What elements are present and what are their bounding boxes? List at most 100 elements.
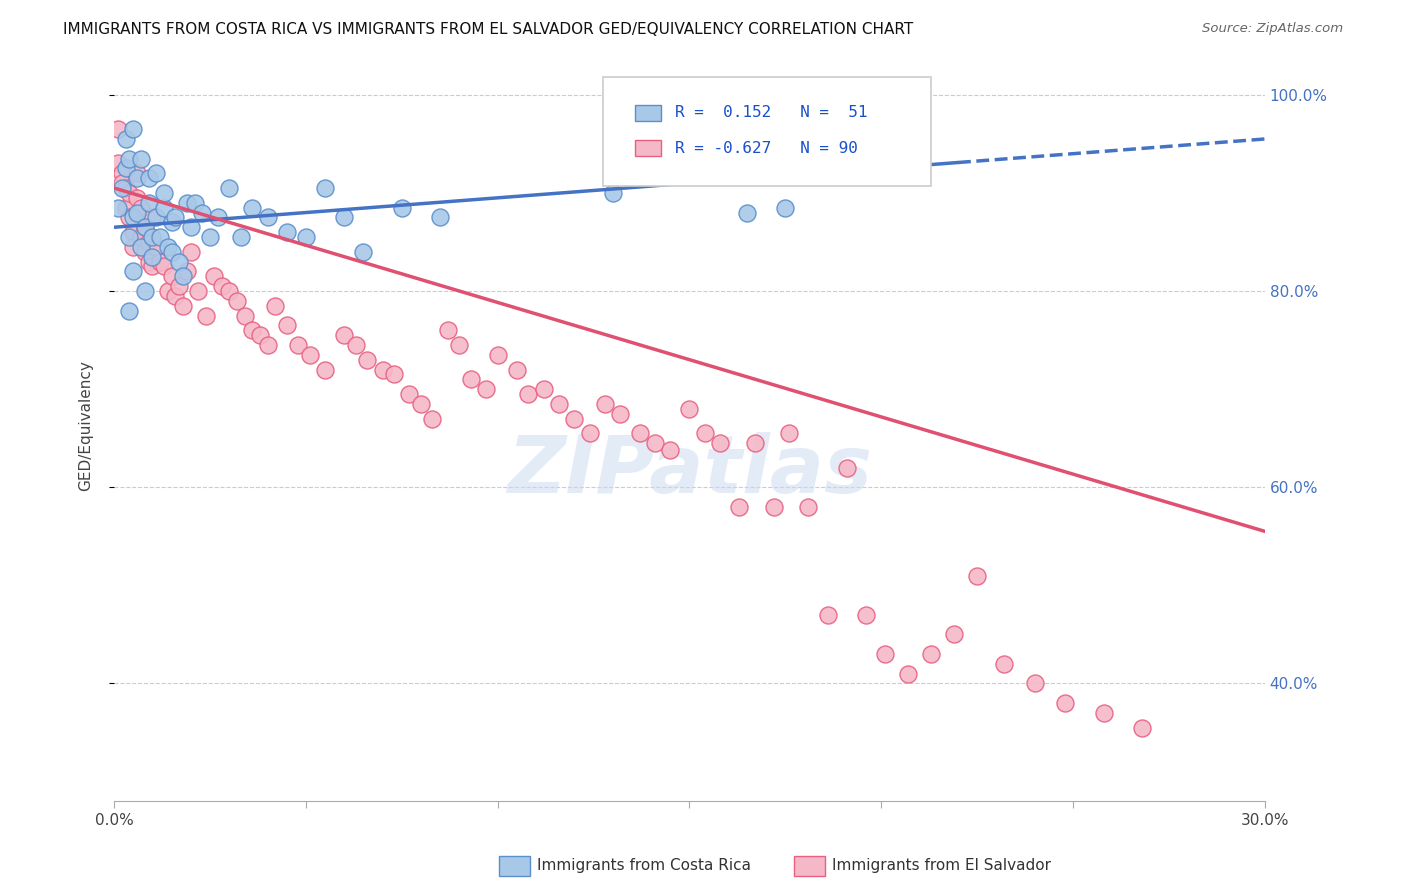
Point bbox=[225, 293, 247, 308]
Point bbox=[897, 666, 920, 681]
Point bbox=[198, 230, 221, 244]
Point bbox=[835, 460, 858, 475]
Point bbox=[127, 166, 149, 180]
Point bbox=[1054, 696, 1077, 710]
Point bbox=[249, 328, 271, 343]
Point bbox=[564, 411, 586, 425]
Point bbox=[111, 166, 134, 180]
Point bbox=[778, 426, 800, 441]
Point bbox=[1092, 706, 1115, 720]
Point bbox=[207, 211, 229, 225]
Point bbox=[993, 657, 1015, 671]
Point bbox=[437, 323, 460, 337]
Point bbox=[127, 205, 149, 219]
Text: Source: ZipAtlas.com: Source: ZipAtlas.com bbox=[1202, 22, 1343, 36]
FancyBboxPatch shape bbox=[636, 104, 661, 121]
Point bbox=[127, 191, 149, 205]
Point bbox=[229, 230, 252, 244]
Point bbox=[141, 250, 163, 264]
Point bbox=[352, 244, 374, 259]
Point bbox=[169, 279, 191, 293]
Point bbox=[183, 195, 205, 210]
Point bbox=[172, 299, 194, 313]
Point bbox=[966, 568, 988, 582]
Point bbox=[160, 215, 183, 229]
Point bbox=[114, 132, 136, 146]
Point bbox=[156, 284, 179, 298]
Point bbox=[107, 156, 129, 170]
Point bbox=[506, 362, 529, 376]
Point bbox=[371, 362, 394, 376]
Point bbox=[172, 269, 194, 284]
Point bbox=[460, 372, 482, 386]
Point bbox=[138, 171, 160, 186]
Point bbox=[762, 500, 785, 514]
Point bbox=[486, 348, 509, 362]
Point bbox=[114, 201, 136, 215]
Point bbox=[118, 186, 141, 200]
Point bbox=[160, 244, 183, 259]
Point bbox=[176, 195, 198, 210]
Point bbox=[628, 426, 651, 441]
Point bbox=[218, 284, 240, 298]
Point bbox=[160, 269, 183, 284]
Text: Immigrants from El Salvador: Immigrants from El Salvador bbox=[832, 858, 1052, 872]
Point bbox=[1024, 676, 1046, 690]
Point bbox=[122, 225, 145, 239]
Point bbox=[118, 211, 141, 225]
Point bbox=[107, 201, 129, 215]
Point bbox=[817, 607, 839, 622]
Point bbox=[202, 269, 225, 284]
Point bbox=[145, 240, 167, 254]
Point bbox=[1130, 721, 1153, 735]
Point bbox=[735, 205, 758, 219]
Point bbox=[122, 240, 145, 254]
Point bbox=[920, 647, 942, 661]
Point bbox=[344, 338, 367, 352]
Point bbox=[153, 186, 176, 200]
Point bbox=[145, 211, 167, 225]
Point bbox=[145, 166, 167, 180]
Point bbox=[114, 181, 136, 195]
Point bbox=[533, 382, 555, 396]
Point bbox=[314, 181, 336, 195]
Point bbox=[195, 309, 218, 323]
Point bbox=[134, 220, 156, 235]
Point bbox=[141, 260, 163, 274]
Point bbox=[276, 318, 298, 333]
Point bbox=[578, 426, 600, 441]
Point bbox=[180, 220, 202, 235]
Point bbox=[165, 211, 187, 225]
Text: R =  0.152   N =  51: R = 0.152 N = 51 bbox=[675, 105, 868, 120]
Point bbox=[256, 338, 278, 352]
Point bbox=[114, 161, 136, 176]
Point bbox=[218, 181, 240, 195]
Point bbox=[240, 323, 263, 337]
FancyBboxPatch shape bbox=[636, 140, 661, 156]
Point bbox=[593, 397, 616, 411]
Point bbox=[118, 303, 141, 318]
Point bbox=[644, 436, 666, 450]
Point bbox=[240, 201, 263, 215]
Point bbox=[187, 284, 209, 298]
Point bbox=[156, 240, 179, 254]
Text: R = -0.627   N = 90: R = -0.627 N = 90 bbox=[675, 141, 858, 156]
Point bbox=[165, 289, 187, 303]
Y-axis label: GED/Equivalency: GED/Equivalency bbox=[79, 360, 93, 491]
FancyBboxPatch shape bbox=[603, 77, 931, 186]
Point bbox=[391, 201, 413, 215]
Point bbox=[475, 382, 498, 396]
Point bbox=[449, 338, 471, 352]
Point bbox=[176, 264, 198, 278]
Point bbox=[356, 352, 378, 367]
Point bbox=[775, 201, 797, 215]
Text: Immigrants from Costa Rica: Immigrants from Costa Rica bbox=[537, 858, 751, 872]
Point bbox=[129, 201, 152, 215]
Point bbox=[141, 211, 163, 225]
Point bbox=[333, 211, 356, 225]
Point bbox=[264, 299, 287, 313]
Point bbox=[609, 407, 631, 421]
Point bbox=[129, 240, 152, 254]
Point bbox=[659, 442, 682, 457]
Point bbox=[678, 401, 700, 416]
